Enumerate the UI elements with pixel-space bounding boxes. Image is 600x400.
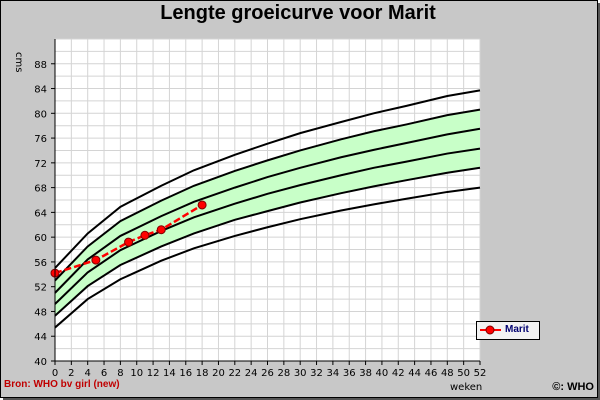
x-tick-label: 6 xyxy=(101,368,107,379)
x-tick-label: 38 xyxy=(359,368,372,379)
x-tick-label: 36 xyxy=(343,368,356,379)
y-tick-label: 84 xyxy=(34,85,47,96)
y-tick-label: 68 xyxy=(34,184,47,195)
x-tick-label: 2 xyxy=(68,368,74,379)
reference-curve-6 xyxy=(54,89,481,269)
series-line-marit xyxy=(54,203,203,275)
y-tick-label: 56 xyxy=(34,258,47,269)
x-tick-label: 18 xyxy=(196,368,209,379)
x-tick-label: 28 xyxy=(277,368,290,379)
y-tick-label: 40 xyxy=(34,357,47,368)
x-tick-label: 32 xyxy=(310,368,323,379)
x-tick-label: 34 xyxy=(327,368,340,379)
y-tick-label: 88 xyxy=(34,60,47,71)
legend: Marit xyxy=(476,321,540,340)
normal-range-band xyxy=(55,109,480,316)
reference-curves xyxy=(54,89,481,329)
x-tick-label: 8 xyxy=(117,368,123,379)
reference-curve-5 xyxy=(54,108,481,282)
x-tick-label: 4 xyxy=(85,368,91,379)
data-point-marit xyxy=(140,230,150,240)
x-axis-label: weken xyxy=(450,382,482,393)
y-axis-label: cms xyxy=(13,52,24,72)
x-tick-label: 42 xyxy=(392,368,405,379)
x-tick-label: 16 xyxy=(179,368,192,379)
y-tick-label: 76 xyxy=(34,134,47,145)
y-tick-label: 80 xyxy=(34,109,47,120)
y-tick-label: 64 xyxy=(34,208,47,219)
x-tick-label: 24 xyxy=(245,368,258,379)
x-tick-label: 10 xyxy=(130,368,143,379)
x-tick-label: 30 xyxy=(294,368,307,379)
reference-curve-1 xyxy=(54,186,481,329)
x-tick-label: 0 xyxy=(52,368,58,379)
y-tick-label: 60 xyxy=(34,233,47,244)
data-point-marit xyxy=(197,200,207,210)
x-tick-label: 40 xyxy=(376,368,389,379)
y-tick-label: 44 xyxy=(34,332,47,343)
data-point-marit xyxy=(156,225,166,235)
source-label: Bron: WHO bv girl (new) xyxy=(4,379,120,390)
reference-curve-4 xyxy=(54,127,481,294)
data-point-marit xyxy=(91,255,101,265)
x-tick-label: 14 xyxy=(163,368,176,379)
legend-label-marit: Marit xyxy=(505,324,529,335)
x-tick-label: 48 xyxy=(441,368,454,379)
x-tick-labels: 0 2 4 6 8 10 12 14 16 18 20 22 24 26 28 30 32 34 36 38 40 42 4… xyxy=(52,361,487,379)
x-tick-label: 50 xyxy=(457,368,470,379)
reference-curve-2 xyxy=(54,166,481,317)
legend-marker xyxy=(480,325,501,335)
x-tick-label: 12 xyxy=(147,368,160,379)
x-tick-label: 52 xyxy=(474,368,487,379)
y-tick-label: 52 xyxy=(34,283,47,294)
y-tick-label: 72 xyxy=(34,159,47,170)
x-tick-label: 46 xyxy=(425,368,438,379)
chart-title: Lengte groeicurve voor Marit xyxy=(160,2,436,24)
copyright-label: ©: WHO xyxy=(552,381,594,393)
x-tick-label: 26 xyxy=(261,368,274,379)
reference-curve-3 xyxy=(54,147,481,305)
data-point-marit xyxy=(124,237,134,247)
x-tick-label: 22 xyxy=(228,368,241,379)
y-tick-label: 48 xyxy=(34,307,47,318)
x-tick-label: 44 xyxy=(408,368,421,379)
y-tick-labels: 40 44 48 52 56 60 64 68 72 76 80 84 88 xyxy=(34,60,55,368)
x-tick-label: 20 xyxy=(212,368,225,379)
